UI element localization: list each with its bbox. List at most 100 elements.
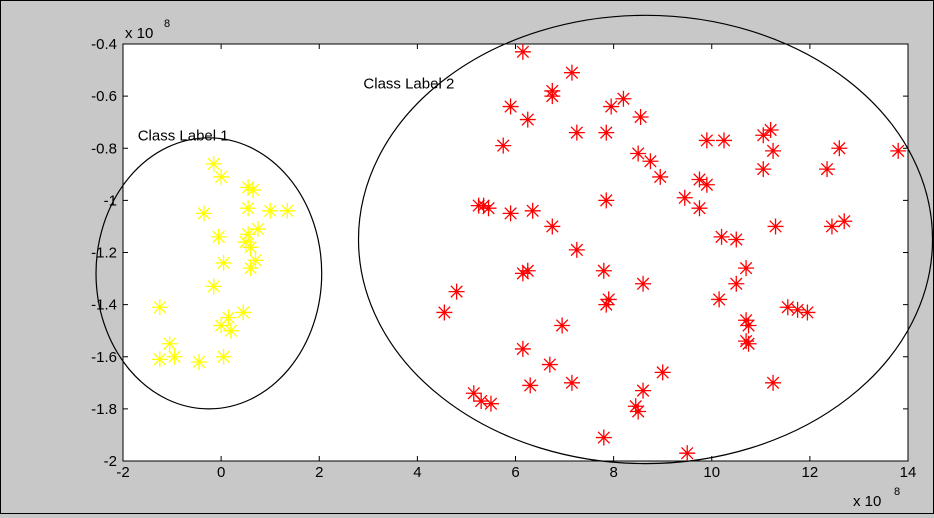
data-point-class-2 [544, 88, 561, 105]
data-point-class-1 [240, 226, 257, 243]
data-point-class-2 [630, 145, 647, 162]
data-point-class-2 [568, 241, 585, 258]
data-point-class-1 [220, 309, 237, 326]
data-point-class-2 [713, 228, 730, 245]
data-point-class-2 [630, 403, 647, 420]
data-point-class-1 [242, 239, 259, 256]
data-point-class-1 [245, 181, 262, 198]
data-point-class-2 [568, 124, 585, 141]
data-point-class-2 [698, 176, 715, 193]
data-point-class-1 [279, 202, 296, 219]
data-point-class-1 [249, 221, 266, 238]
data-point-class-2 [654, 364, 671, 381]
y-axis-multiplier-exponent: 8 [164, 18, 170, 30]
data-point-class-2 [755, 161, 772, 178]
plot-area [122, 43, 909, 462]
data-point-class-2 [728, 275, 745, 292]
data-point-class-2 [595, 262, 612, 279]
y-tick-label: -1 [104, 192, 117, 209]
data-point-class-2 [436, 304, 453, 321]
class-2-boundary [357, 14, 934, 465]
data-point-class-1 [213, 317, 230, 334]
data-point-class-2 [514, 265, 531, 282]
data-point-class-2 [519, 111, 536, 128]
data-point-class-2 [762, 122, 779, 139]
y-tick-label: -1.2 [91, 245, 117, 262]
data-point-class-2 [603, 98, 620, 115]
y-tick-label: -2 [104, 453, 117, 470]
data-point-class-2 [836, 213, 853, 230]
data-point-class-2 [522, 377, 539, 394]
data-point-class-1 [240, 200, 257, 217]
data-point-class-2 [691, 171, 708, 188]
data-point-class-2 [470, 197, 487, 214]
data-point-class-2 [740, 317, 757, 334]
data-point-class-2 [819, 161, 836, 178]
data-point-class-2 [779, 299, 796, 316]
data-point-class-1 [240, 179, 257, 196]
data-point-class-2 [615, 90, 632, 107]
data-point-class-2 [823, 218, 840, 235]
x-axis-multiplier-exponent: 8 [894, 486, 900, 498]
data-point-class-2 [765, 142, 782, 159]
x-tick-label: 2 [315, 464, 323, 481]
data-point-class-1 [222, 322, 239, 339]
markers [151, 44, 907, 461]
data-point-class-1 [166, 348, 183, 365]
y-tick-label: -1.4 [91, 297, 117, 314]
data-point-class-2 [514, 44, 531, 60]
data-point-class-2 [740, 335, 757, 352]
x-tick-label: 6 [511, 464, 519, 481]
data-point-class-2 [679, 445, 696, 461]
y-tick-label: -0.4 [91, 36, 117, 53]
data-point-class-1 [161, 335, 178, 352]
data-point-class-2 [755, 127, 772, 144]
data-point-class-2 [831, 140, 848, 157]
class-label-2: Class Label 2 [363, 75, 454, 92]
data-point-class-2 [519, 262, 536, 279]
data-point-class-2 [465, 385, 482, 402]
data-point-class-2 [514, 340, 531, 357]
data-point-class-1 [210, 228, 227, 245]
data-point-class-2 [598, 296, 615, 313]
data-point-class-1 [235, 304, 252, 321]
class-1-boundary [95, 137, 323, 410]
x-tick-label: -2 [116, 464, 129, 481]
x-tick-label: 0 [217, 464, 225, 481]
data-point-class-2 [563, 374, 580, 391]
data-point-class-2 [635, 382, 652, 399]
data-point-class-2 [524, 202, 541, 219]
data-point-class-1 [242, 260, 259, 277]
data-point-class-1 [151, 299, 168, 316]
data-point-class-1 [191, 353, 208, 370]
y-tick-label: -1.8 [91, 401, 117, 418]
data-point-class-2 [502, 98, 519, 115]
data-point-class-2 [728, 231, 745, 248]
data-point-class-2 [676, 189, 693, 206]
x-tick-label: 14 [900, 464, 917, 481]
class-label-1: Class Label 1 [138, 127, 229, 144]
data-point-class-2 [544, 218, 561, 235]
x-tick-label: 10 [703, 464, 720, 481]
data-point-class-2 [448, 283, 465, 300]
data-point-class-2 [691, 200, 708, 217]
data-point-class-2 [767, 218, 784, 235]
y-tick-label: -0.8 [91, 140, 117, 157]
data-point-class-2 [698, 132, 715, 149]
data-point-class-1 [215, 348, 232, 365]
data-point-class-2 [595, 429, 612, 446]
data-point-class-2 [635, 275, 652, 292]
data-point-class-2 [482, 395, 499, 412]
x-axis-multiplier: x 10 [853, 493, 881, 510]
data-point-class-2 [598, 124, 615, 141]
data-point-class-1 [262, 202, 279, 219]
x-tick-label: 4 [413, 464, 421, 481]
data-point-class-2 [789, 301, 806, 318]
data-point-class-2 [890, 142, 907, 159]
data-point-class-2 [563, 64, 580, 81]
y-axis-multiplier: x 10 [125, 25, 153, 42]
data-point-class-2 [716, 132, 733, 149]
data-point-class-1 [195, 205, 212, 222]
